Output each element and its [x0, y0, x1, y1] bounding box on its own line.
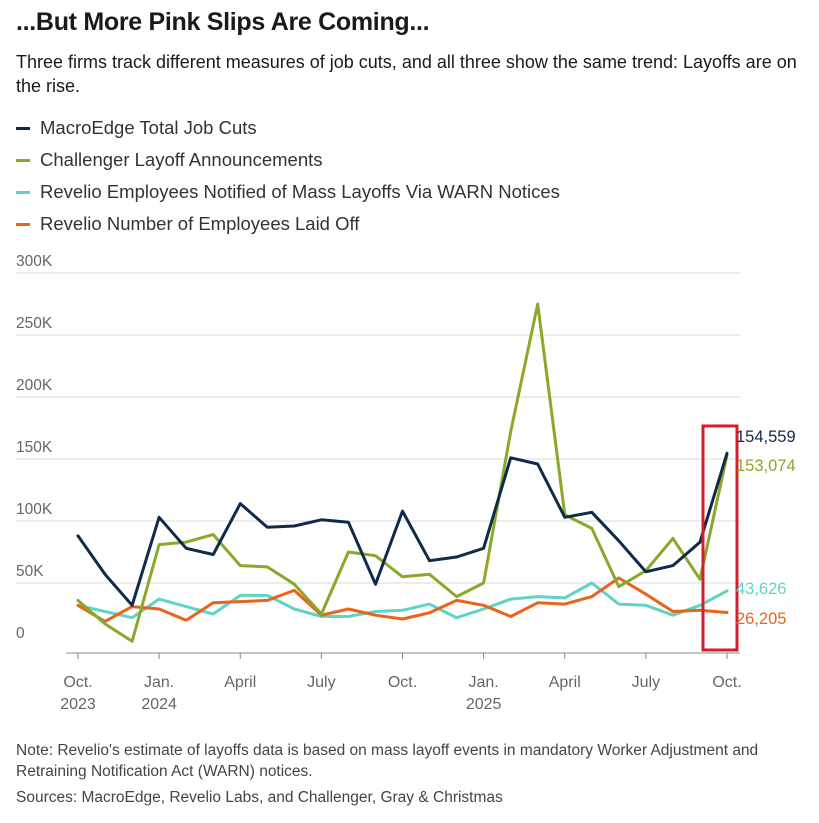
- legend-label-revelio-warn: Revelio Employees Notified of Mass Layof…: [40, 181, 560, 202]
- series-line-revelio-warn: [76, 581, 729, 620]
- end-label-macroedge: 154,559: [736, 428, 796, 446]
- y-tick-label: 300K: [16, 253, 53, 270]
- legend-item-revelio-laidoff: Revelio Number of Employees Laid Off: [16, 208, 560, 240]
- chart-note: Note: Revelio's estimate of layoffs data…: [16, 742, 759, 780]
- series-line-macroedge: [76, 451, 729, 607]
- legend-label-macroedge: MacroEdge Total Job Cuts: [40, 117, 257, 138]
- legend: MacroEdge Total Job Cuts Challenger Layo…: [16, 112, 560, 240]
- y-tick-label: 200K: [16, 377, 53, 394]
- x-tick-label: Oct.: [63, 674, 92, 691]
- legend-label-challenger: Challenger Layoff Announcements: [40, 149, 323, 170]
- x-tick-label-year: 2025: [466, 696, 502, 713]
- x-tick-label: Oct.: [712, 674, 741, 691]
- legend-swatch-revelio-warn: [16, 190, 30, 194]
- y-tick-label: 250K: [16, 315, 53, 332]
- x-tick-label-year: 2023: [60, 696, 96, 713]
- legend-swatch-revelio-laidoff: [16, 222, 30, 226]
- legend-swatch-macroedge: [16, 126, 30, 130]
- x-tick-label: Jan.: [144, 674, 174, 691]
- y-tick-label: 100K: [16, 501, 53, 518]
- chart-subtitle: Three firms track different measures of …: [16, 52, 797, 96]
- y-tick-label: 150K: [16, 439, 53, 456]
- legend-item-revelio-warn: Revelio Employees Notified of Mass Layof…: [16, 176, 560, 208]
- chart-sources: Sources: MacroEdge, Revelio Labs, and Ch…: [16, 789, 503, 806]
- x-tick-label: Jan.: [469, 674, 499, 691]
- end-label-revelio-warn: 43,626: [736, 580, 786, 598]
- x-tick-label-year: 2024: [141, 696, 177, 713]
- series-line-challenger: [76, 302, 729, 643]
- end-label-revelio-laidoff: 26,205: [736, 610, 786, 628]
- y-tick-label: 50K: [16, 563, 44, 580]
- y-tick-label: 0: [16, 625, 25, 642]
- x-tick-label: April: [549, 674, 581, 691]
- highlight-box: [701, 424, 739, 652]
- x-tick-label: July: [307, 674, 335, 691]
- x-tick-label: April: [224, 674, 256, 691]
- legend-item-challenger: Challenger Layoff Announcements: [16, 144, 560, 176]
- chart-title: ...But More Pink Slips Are Coming...: [16, 8, 430, 36]
- legend-item-macroedge: MacroEdge Total Job Cuts: [16, 112, 560, 144]
- legend-swatch-challenger: [16, 158, 30, 162]
- x-tick-label: Oct.: [388, 674, 417, 691]
- end-label-challenger: 153,074: [736, 457, 796, 475]
- series-line-revelio-laidoff: [76, 576, 729, 623]
- x-tick-label: July: [632, 674, 660, 691]
- legend-label-revelio-laidoff: Revelio Number of Employees Laid Off: [40, 213, 360, 234]
